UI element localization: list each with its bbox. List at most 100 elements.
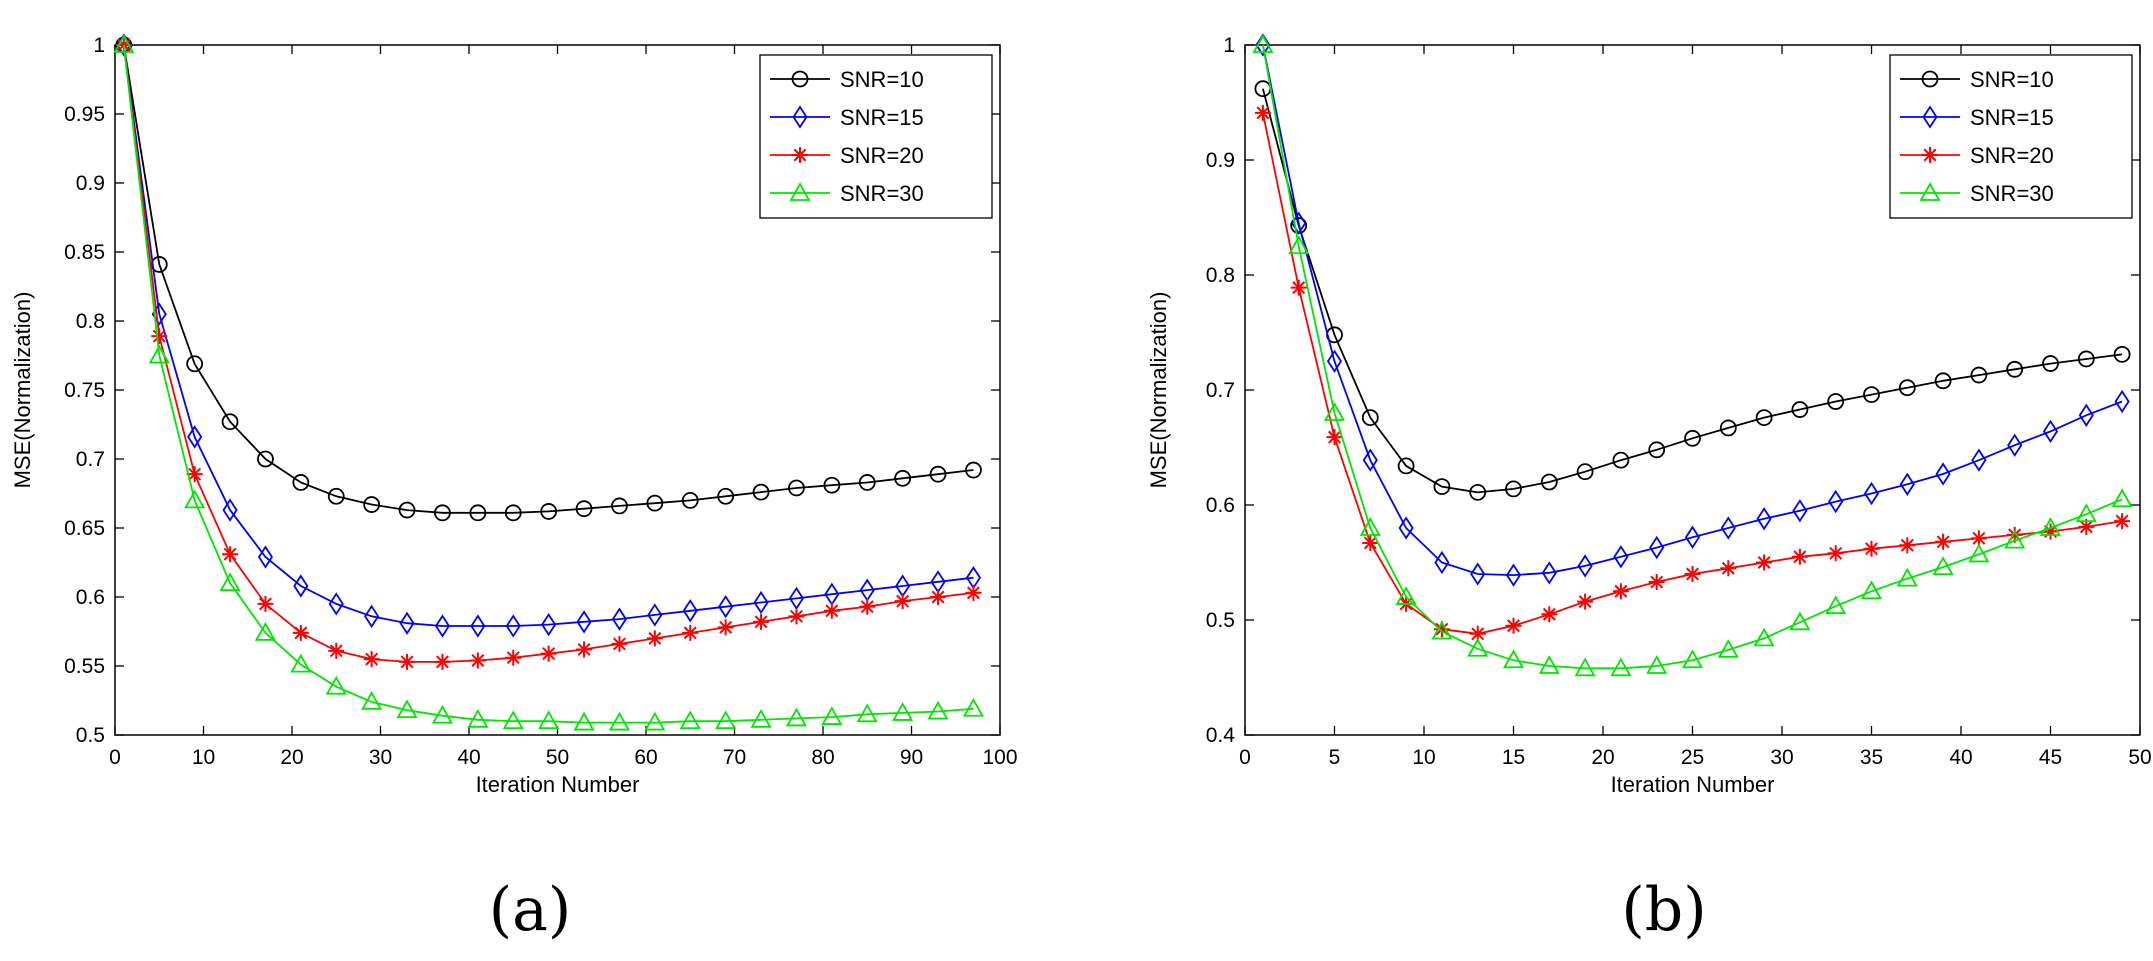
data-point — [293, 574, 309, 598]
data-point — [325, 675, 347, 695]
data-point — [1541, 561, 1557, 585]
data-point — [1863, 540, 1880, 557]
data-point — [2004, 529, 2026, 549]
data-point — [965, 584, 982, 601]
data-point — [1970, 530, 1987, 547]
data-point — [965, 461, 982, 479]
data-point — [753, 590, 769, 615]
legend-entry: SNR=15 — [1970, 105, 2054, 130]
data-point — [187, 425, 203, 449]
data-point — [856, 703, 878, 723]
data-point — [679, 710, 701, 730]
x-axis-label: Iteration Number — [1611, 772, 1775, 797]
data-point — [2111, 488, 2133, 508]
data-point — [1255, 33, 1271, 57]
data-point — [399, 611, 415, 635]
series-snr-10 — [1254, 80, 2131, 501]
series-snr-15 — [1255, 33, 2130, 587]
legend-entry: SNR=30 — [1970, 181, 2054, 206]
legend-marker — [1922, 105, 1938, 129]
data-point — [1290, 279, 1307, 296]
data-point — [257, 595, 274, 612]
data-point — [752, 483, 770, 501]
y-tick-label: 0.8 — [76, 310, 105, 333]
data-point — [364, 604, 380, 628]
chart-panel-a: 0 10 20 30 40 50 60 70 80 90 100 0.5 0.55 0.6 0.65 0.7 0… — [10, 33, 1018, 797]
data-point — [469, 652, 486, 669]
data-point — [1720, 560, 1737, 577]
y-tick-label: 0.9 — [1206, 149, 1235, 172]
data-point — [681, 491, 699, 509]
data-point — [361, 691, 383, 710]
y-tick-label: 0.4 — [1206, 724, 1236, 747]
data-point — [1433, 478, 1451, 496]
panel-label-b: (b) — [1621, 875, 1706, 945]
legend-marker — [791, 70, 809, 88]
legend-entry: SNR=20 — [840, 143, 924, 168]
data-point — [1323, 402, 1346, 421]
data-point — [113, 34, 135, 53]
legend-entry: SNR=15 — [840, 105, 924, 130]
data-point — [859, 598, 876, 615]
data-point — [858, 474, 876, 491]
data-point — [1755, 409, 1773, 427]
y-tick-label: 0.75 — [64, 379, 105, 402]
y-tick-label: 1 — [93, 34, 105, 57]
legend-entry: SNR=20 — [1970, 143, 2054, 168]
data-point — [1326, 349, 1343, 373]
x-tick-label: 5 — [1329, 746, 1341, 769]
data-point — [2007, 433, 2023, 457]
x-tick-label: 80 — [811, 746, 834, 769]
y-axis-label: MSE(Normalization) — [10, 292, 35, 489]
data-point — [2075, 503, 2097, 523]
data-point — [1361, 409, 1379, 427]
data-point — [1362, 534, 1379, 551]
y-tick-label: 0.55 — [64, 655, 105, 678]
data-point — [894, 593, 911, 610]
data-point — [785, 707, 807, 727]
data-point — [1684, 429, 1701, 447]
data-point — [1505, 480, 1522, 498]
data-point — [186, 466, 203, 483]
data-point — [467, 708, 489, 728]
data-point — [894, 469, 912, 487]
data-point — [399, 653, 416, 670]
data-point — [1434, 550, 1450, 575]
data-point — [1467, 637, 1489, 657]
data-point — [2114, 389, 2130, 414]
data-point — [1935, 462, 1951, 486]
data-point — [538, 710, 560, 730]
legend: SNR=10 SNR=15 SNR=20 SNR=30 — [1889, 54, 2133, 219]
data-point — [1756, 507, 1772, 531]
data-point — [1359, 517, 1381, 536]
data-point — [646, 494, 664, 512]
data-point — [396, 699, 418, 719]
data-point — [1288, 235, 1310, 255]
series-line — [122, 44, 974, 627]
y-tick-label: 0.8 — [1206, 264, 1235, 287]
data-point — [1254, 104, 1271, 121]
y-tick-label: 0.7 — [1206, 379, 1235, 402]
data-point — [186, 355, 204, 373]
data-point — [1648, 574, 1665, 591]
data-point — [1538, 655, 1560, 674]
data-point — [1827, 545, 1844, 562]
data-point — [1502, 649, 1525, 669]
data-point — [929, 465, 947, 483]
data-point — [1932, 556, 1954, 575]
data-point — [257, 545, 274, 569]
data-point — [753, 613, 770, 630]
data-point — [576, 610, 592, 634]
data-point — [434, 504, 451, 522]
series-line — [122, 44, 974, 724]
chart-panel-b: 0 5 10 15 20 25 30 35 40 45 50 0.4 0.5 0.6 0.7 0.8 0.9 1 I… — [1146, 33, 2152, 797]
x-tick-label: 40 — [457, 746, 480, 769]
data-point — [1863, 386, 1880, 404]
data-point — [148, 344, 170, 364]
data-point — [682, 599, 698, 623]
data-point — [1326, 429, 1343, 446]
data-point — [1791, 401, 1809, 418]
data-point — [1719, 419, 1737, 437]
data-point — [2006, 526, 2023, 543]
data-point — [151, 328, 168, 345]
